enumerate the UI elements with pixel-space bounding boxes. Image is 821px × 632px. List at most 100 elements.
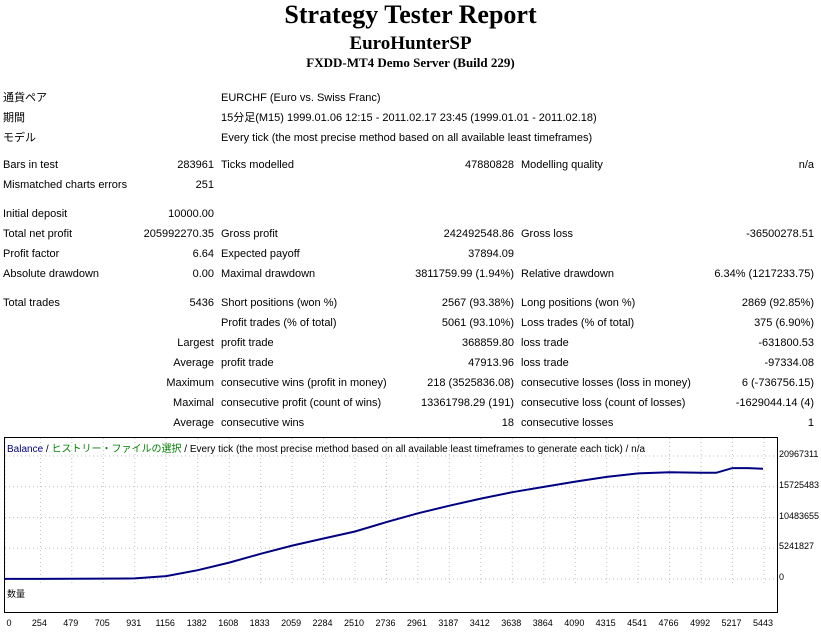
maxdd-label: Maximal drawdown	[221, 268, 316, 280]
y-tick-label: 20967311	[779, 449, 819, 459]
x-tick-label: 4315	[595, 618, 616, 628]
maxdd-value: 3811759.99 (1.94%)	[415, 268, 514, 280]
mcl-value: 6 (-736756.15)	[741, 377, 814, 389]
volume-label: 数量	[7, 589, 26, 599]
short-value: 2567 (93.38%)	[441, 297, 514, 309]
ticks-label: Ticks modelled	[221, 159, 294, 171]
pf-value: 6.64	[192, 248, 214, 260]
maximal-label: Maximal	[173, 397, 214, 409]
long-value: 2869 (92.85%)	[741, 297, 814, 309]
quality-label: Modelling quality	[521, 159, 603, 171]
y-tick-label: 10483655	[779, 510, 820, 521]
legend-sep: /	[43, 444, 52, 455]
deposit-label: Initial deposit	[3, 208, 68, 220]
balance-chart-svg	[5, 438, 777, 587]
legend-history: ヒストリー・ファイルの選択	[51, 444, 182, 455]
chart-header: Balance / ヒストリー・ファイルの選択 / Every tick (th…	[7, 440, 645, 455]
balance-chart: Balance / ヒストリー・ファイルの選択 / Every tick (th…	[4, 437, 778, 588]
x-tick-label: 2736	[375, 618, 396, 628]
netprofit-label: Total net profit	[3, 228, 73, 240]
payoff-value: 37894.09	[468, 248, 514, 260]
volume-pane: 数量	[4, 586, 778, 613]
acw-label: consecutive wins	[221, 417, 305, 429]
x-tick-label: 3638	[501, 618, 522, 628]
x-tick-label: 1156	[155, 618, 175, 628]
pf-label: Profit factor	[3, 248, 60, 260]
x-tick-label: 3864	[532, 618, 553, 628]
x-tick-label: 1833	[249, 618, 270, 628]
mcw-value: 218 (3525836.08)	[427, 377, 514, 389]
x-tick-label: 2059	[281, 618, 302, 628]
ptrades-value: 5061 (93.10%)	[441, 317, 514, 329]
maximum-label: Maximum	[166, 377, 214, 389]
x-tick-label: 4766	[658, 618, 679, 628]
grossloss-value: -36500278.51	[746, 228, 814, 240]
report-title: Strategy Tester Report	[284, 0, 537, 29]
ap-label: profit trade	[221, 357, 274, 369]
mismatch-label: Mismatched charts errors	[3, 179, 128, 191]
ll-label: loss trade	[521, 337, 569, 349]
x-tick-label: 4090	[564, 618, 585, 628]
model-label: モデル	[3, 132, 36, 144]
x-tick-label: 2510	[343, 618, 364, 628]
deposit-value: 10000.00	[168, 208, 214, 220]
ptrades-label: Profit trades (% of total)	[221, 317, 337, 329]
server-name: FXDD-MT4 Demo Server (Build 229)	[306, 55, 515, 70]
x-tick-label: 2961	[406, 618, 427, 628]
x-tick-label: 1382	[186, 618, 207, 628]
y-tick-label: 15725483	[779, 479, 820, 490]
period-value: 15分足(M15) 1999.01.06 12:15 - 2011.02.17 …	[221, 112, 597, 124]
mcp-value: 13361798.29 (191)	[421, 397, 514, 409]
mcloss-value: -1629044.14 (4)	[735, 397, 814, 409]
legend-balance: Balance	[7, 444, 44, 455]
mcp-label: consecutive profit (count of wins)	[221, 397, 382, 409]
al-value: -97334.08	[764, 357, 814, 369]
long-label: Long positions (won %)	[521, 297, 636, 309]
symbol-label: 通貨ペア	[3, 92, 47, 104]
mcl-label: consecutive losses (loss in money)	[521, 377, 691, 389]
lp-value: 368859.80	[462, 337, 514, 349]
average-label: Average	[173, 357, 214, 369]
y-tick-label: 0	[779, 572, 785, 582]
x-tick-label: 931	[126, 618, 142, 628]
payoff-label: Expected payoff	[221, 248, 300, 260]
x-tick-label: 4992	[690, 618, 711, 628]
mcw-label: consecutive wins (profit in money)	[221, 377, 387, 389]
acl-value: 1	[807, 417, 814, 429]
x-tick-label: 254	[31, 618, 47, 628]
mismatch-value: 251	[195, 179, 214, 191]
x-tick-label: 4541	[627, 618, 648, 628]
reldd-value: 6.34% (1217233.75)	[714, 268, 814, 280]
short-label: Short positions (won %)	[221, 297, 338, 309]
acw-value: 18	[501, 417, 514, 429]
model-value: Every tick (the most precise method base…	[221, 132, 593, 144]
absdd-label: Absolute drawdown	[3, 268, 100, 280]
x-tick-label: 5443	[752, 618, 773, 628]
bars-value: 283961	[177, 159, 214, 171]
grossprofit-value: 242492548.86	[443, 228, 514, 240]
grossloss-label: Gross loss	[521, 228, 573, 240]
ap-value: 47913.96	[468, 357, 514, 369]
grossprofit-label: Gross profit	[221, 228, 278, 240]
reldd-label: Relative drawdown	[521, 268, 614, 280]
x-tick-label: 705	[94, 618, 110, 628]
trades-value: 5436	[189, 297, 214, 309]
x-tick-label: 3412	[469, 618, 490, 628]
average2-label: Average	[173, 417, 214, 429]
expert-name: EuroHunterSP	[349, 33, 472, 54]
x-tick-label: 1608	[218, 618, 239, 628]
mcloss-label: consecutive loss (count of losses)	[521, 397, 686, 409]
ticks-value: 47880828	[465, 159, 514, 171]
ll-value: -631800.53	[758, 337, 814, 349]
period-label: 期間	[3, 112, 25, 124]
x-tick-label: 3187	[438, 618, 459, 628]
ltrades-value: 375 (6.90%)	[754, 317, 814, 329]
x-tick-label: 5217	[721, 618, 742, 628]
bars-label: Bars in test	[3, 159, 59, 171]
trades-label: Total trades	[3, 297, 60, 309]
x-tick-label: 0	[6, 618, 12, 628]
balance-line	[5, 467, 764, 580]
x-tick-label: 2284	[312, 618, 333, 628]
quality-value: n/a	[798, 159, 814, 171]
legend-rest: / Every tick (the most precise method ba…	[181, 444, 646, 455]
